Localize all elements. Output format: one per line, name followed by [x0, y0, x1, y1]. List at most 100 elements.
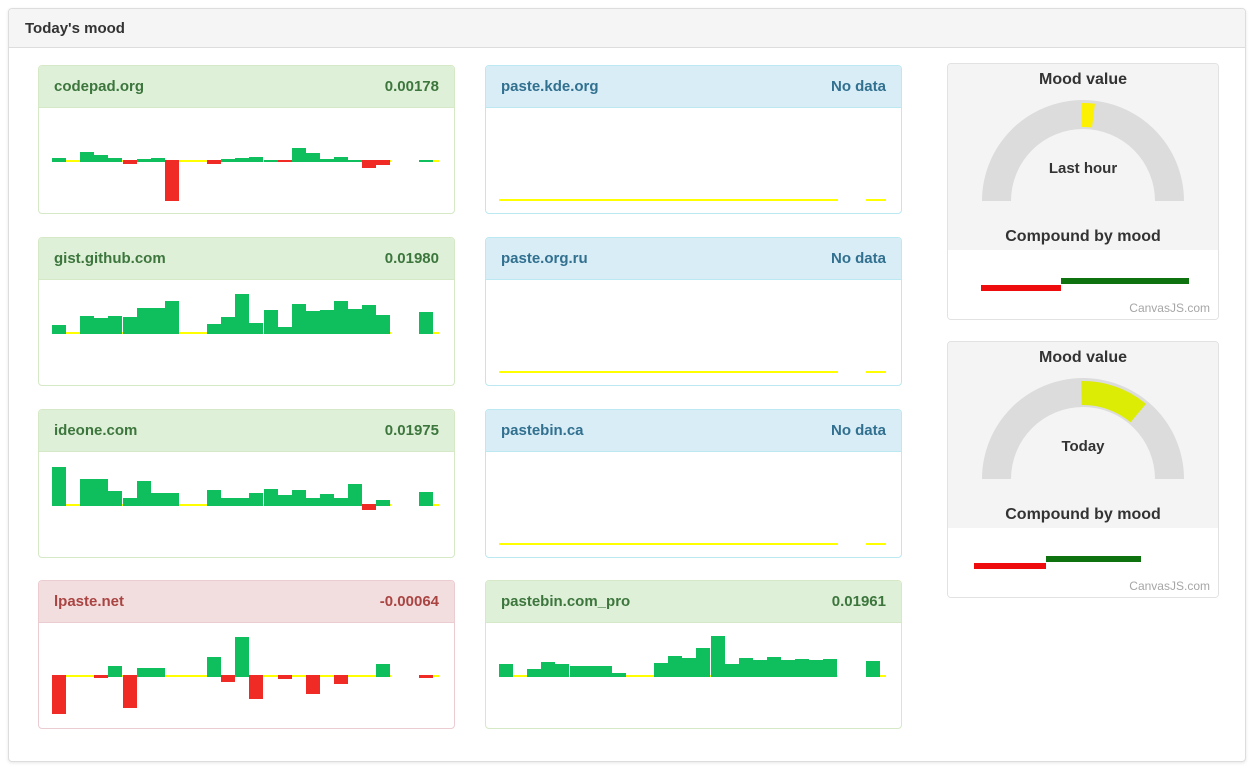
- site-mood-value: No data: [830, 250, 886, 267]
- site-mood-bar-chart: [486, 108, 901, 213]
- mood-bar: [739, 658, 753, 677]
- mood-bar: [725, 664, 739, 677]
- mood-bar: [362, 305, 376, 334]
- mood-bar: [137, 159, 151, 162]
- compound-positive-segment: [1046, 556, 1141, 562]
- site-mood-value: No data: [830, 422, 886, 439]
- mood-bar: [94, 479, 108, 506]
- site-mood-bar-chart: [39, 452, 454, 557]
- mood-bar: [151, 308, 165, 334]
- gauge-title: Mood value: [1038, 71, 1127, 88]
- mood-bar: [221, 498, 235, 506]
- mood-bar: [278, 160, 292, 162]
- mood-bar: [292, 148, 306, 162]
- mood-bar: [278, 327, 292, 334]
- mood-bar: [165, 493, 179, 506]
- mood-bar: [151, 493, 165, 506]
- mood-bar: [249, 675, 263, 699]
- compound-negative-segment: [981, 285, 1061, 291]
- mood-bar: [753, 660, 767, 677]
- mood-bar: [767, 657, 781, 677]
- site-mood-value: 0.00178: [384, 78, 439, 95]
- gauge-chart-area: Mood value Today Compound by mood: [948, 342, 1218, 528]
- site-panel-header: pastebin.ca No data: [486, 410, 901, 452]
- mood-bar: [320, 310, 334, 334]
- site-panel-header: paste.org.ru No data: [486, 238, 901, 280]
- site-panel-header: lpaste.net -0.00064: [39, 581, 454, 623]
- site-panel: paste.org.ru No data: [485, 237, 902, 386]
- mood-bar: [376, 500, 390, 506]
- canvasjs-watermark-link[interactable]: CanvasJS.com: [1129, 579, 1210, 593]
- mood-bar: [123, 675, 137, 708]
- mood-bar: [52, 467, 66, 506]
- mood-bar: [376, 664, 390, 677]
- mood-bar: [249, 157, 263, 162]
- zero-axis-line: [499, 543, 838, 545]
- site-name: codepad.org: [54, 78, 145, 95]
- mood-bar: [278, 495, 292, 506]
- mood-bar: [108, 316, 122, 334]
- compound-negative-segment: [974, 563, 1046, 569]
- zero-axis-line: [866, 543, 886, 545]
- site-mood-bar-chart: [39, 280, 454, 385]
- mood-bar: [264, 310, 278, 334]
- mood-bar: [123, 160, 137, 164]
- mood-bar: [80, 479, 94, 506]
- mood-bar: [123, 317, 137, 334]
- site-panel: gist.github.com 0.01980: [38, 237, 455, 386]
- mood-bar: [598, 666, 612, 677]
- page-title: Today's mood: [25, 19, 125, 37]
- mood-bar: [235, 498, 249, 506]
- site-mood-bar-chart: [39, 108, 454, 213]
- mood-bar: [264, 489, 278, 506]
- site-panel-header: codepad.org 0.00178: [39, 66, 454, 108]
- canvasjs-watermark-link[interactable]: CanvasJS.com: [1129, 301, 1210, 315]
- mood-bar: [570, 666, 584, 677]
- mood-bar: [235, 637, 249, 677]
- mood-bar: [235, 294, 249, 334]
- mood-bar: [108, 666, 122, 677]
- mood-bar: [334, 157, 348, 162]
- gauge-arc: [948, 376, 1218, 482]
- mood-bar: [499, 664, 513, 677]
- site-panel: pastebin.com_pro 0.01961: [485, 580, 902, 729]
- gauge-title: Mood value: [1038, 349, 1127, 366]
- mood-bar: [419, 160, 433, 162]
- site-mood-value: 0.01961: [831, 593, 886, 610]
- mood-bar: [137, 668, 151, 677]
- mood-bar: [823, 659, 837, 677]
- site-mood-bar-chart: [39, 623, 454, 728]
- mood-bar: [249, 493, 263, 506]
- site-panel: lpaste.net -0.00064: [38, 580, 455, 729]
- mood-bar: [165, 301, 179, 334]
- mood-bar: [334, 498, 348, 506]
- site-name: paste.kde.org: [501, 78, 599, 95]
- gauge-period-label: Last hour: [1048, 160, 1118, 177]
- mood-bar: [809, 660, 823, 677]
- mood-bar: [207, 490, 221, 506]
- mood-bar: [584, 666, 598, 677]
- mood-bar: [419, 675, 433, 678]
- mood-bar: [682, 658, 696, 677]
- mood-bar: [376, 315, 390, 334]
- site-mood-bar-chart: [486, 280, 901, 385]
- mood-bar: [306, 311, 320, 334]
- mood-bar: [52, 158, 66, 162]
- compound-step-chart: CanvasJS.com: [948, 528, 1218, 597]
- mood-bar: [654, 663, 668, 677]
- mood-bar: [306, 498, 320, 506]
- mood-bar: [795, 659, 809, 677]
- site-panel-header: pastebin.com_pro 0.01961: [486, 581, 901, 623]
- site-mood-value: -0.00064: [379, 593, 439, 610]
- site-panel: paste.kde.org No data: [485, 65, 902, 214]
- gauge-arc: [948, 98, 1218, 204]
- zero-axis-line: [866, 199, 886, 201]
- compound-title: Compound by mood: [1005, 506, 1161, 523]
- gauge-value-wedge: [1081, 102, 1095, 128]
- mood-bar: [334, 301, 348, 334]
- mood-bar: [80, 316, 94, 334]
- mood-bar: [221, 675, 235, 682]
- mood-bar: [151, 158, 165, 162]
- site-name: gist.github.com: [54, 250, 166, 267]
- site-panel-header: paste.kde.org No data: [486, 66, 901, 108]
